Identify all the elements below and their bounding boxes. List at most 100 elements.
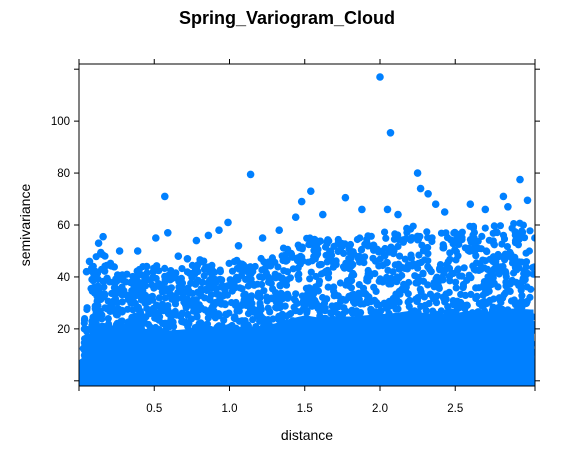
- data-point: [382, 234, 390, 242]
- data-point: [161, 294, 169, 302]
- data-point: [93, 314, 101, 322]
- data-point: [117, 367, 125, 375]
- data-point: [255, 355, 263, 363]
- data-point: [321, 315, 329, 323]
- data-points: [79, 73, 535, 386]
- data-point: [179, 293, 187, 301]
- data-point: [231, 284, 239, 292]
- data-point: [227, 332, 235, 340]
- data-point: [451, 335, 459, 343]
- data-point: [466, 222, 474, 230]
- data-point: [467, 274, 475, 282]
- data-point: [283, 319, 291, 327]
- data-point: [447, 369, 455, 377]
- data-point: [419, 277, 428, 285]
- data-point: [133, 247, 142, 255]
- data-point: [336, 318, 344, 326]
- data-point: [469, 327, 477, 335]
- data-point: [178, 309, 186, 317]
- data-point: [473, 357, 482, 365]
- data-point: [460, 264, 468, 272]
- data-point: [100, 283, 108, 291]
- data-point: [233, 375, 241, 383]
- data-point: [435, 310, 443, 319]
- data-point: [293, 363, 301, 371]
- data-point: [429, 319, 437, 327]
- data-point: [355, 281, 363, 289]
- data-point: [275, 327, 283, 335]
- data-point: [337, 377, 345, 385]
- data-point: [276, 338, 284, 346]
- data-point: [306, 275, 314, 283]
- data-point: [142, 262, 151, 271]
- data-point: [317, 306, 325, 314]
- data-point: [281, 302, 289, 310]
- data-point: [330, 315, 338, 324]
- data-point: [232, 301, 240, 309]
- data-point: [431, 200, 440, 208]
- data-point: [414, 279, 422, 287]
- data-point: [375, 324, 383, 332]
- data-point: [527, 322, 535, 330]
- data-point: [204, 231, 213, 240]
- data-point: [112, 324, 120, 332]
- data-point: [381, 362, 389, 371]
- data-point: [292, 342, 300, 350]
- data-point: [363, 276, 371, 285]
- data-point: [108, 301, 116, 309]
- x-axis-label: distance: [281, 427, 333, 443]
- data-point: [276, 281, 284, 289]
- data-point: [194, 342, 202, 350]
- data-point: [113, 277, 121, 285]
- data-point: [305, 241, 313, 249]
- data-point: [97, 248, 105, 256]
- data-point: [85, 357, 93, 366]
- data-point: [119, 335, 127, 343]
- data-point: [201, 294, 209, 302]
- data-point: [409, 336, 417, 344]
- data-point: [445, 273, 454, 281]
- data-point: [289, 265, 297, 273]
- data-point: [248, 351, 256, 359]
- data-point: [421, 371, 429, 379]
- data-point: [334, 235, 342, 244]
- data-point: [189, 368, 197, 376]
- data-point: [235, 307, 243, 315]
- data-point: [361, 289, 369, 297]
- data-point: [327, 310, 335, 318]
- data-point: [408, 235, 416, 243]
- data-point: [114, 338, 122, 347]
- data-point: [531, 234, 535, 242]
- data-point: [319, 210, 327, 219]
- data-point: [515, 258, 523, 266]
- data-point: [83, 333, 91, 341]
- data-point: [453, 350, 461, 358]
- data-point: [95, 287, 103, 295]
- data-point: [529, 348, 535, 356]
- data-point: [88, 345, 96, 353]
- data-point: [519, 228, 527, 236]
- data-point: [141, 299, 149, 307]
- data-point: [395, 265, 403, 273]
- data-point: [477, 340, 485, 348]
- data-point: [324, 375, 332, 383]
- data-point: [461, 338, 469, 346]
- data-point: [429, 307, 437, 315]
- data-point: [142, 330, 150, 338]
- x-tick-label: 0.5: [146, 403, 162, 415]
- data-point: [386, 129, 395, 137]
- y-tick-label: 80: [57, 168, 70, 180]
- data-point: [338, 355, 346, 363]
- data-point: [183, 254, 192, 263]
- data-point: [346, 249, 354, 257]
- data-point: [180, 298, 188, 306]
- data-point: [136, 327, 144, 335]
- data-point: [516, 313, 524, 321]
- data-point: [90, 367, 98, 375]
- data-point: [503, 243, 511, 251]
- data-point: [414, 320, 422, 328]
- data-point: [372, 309, 380, 317]
- data-point: [481, 224, 489, 232]
- data-point: [287, 366, 295, 375]
